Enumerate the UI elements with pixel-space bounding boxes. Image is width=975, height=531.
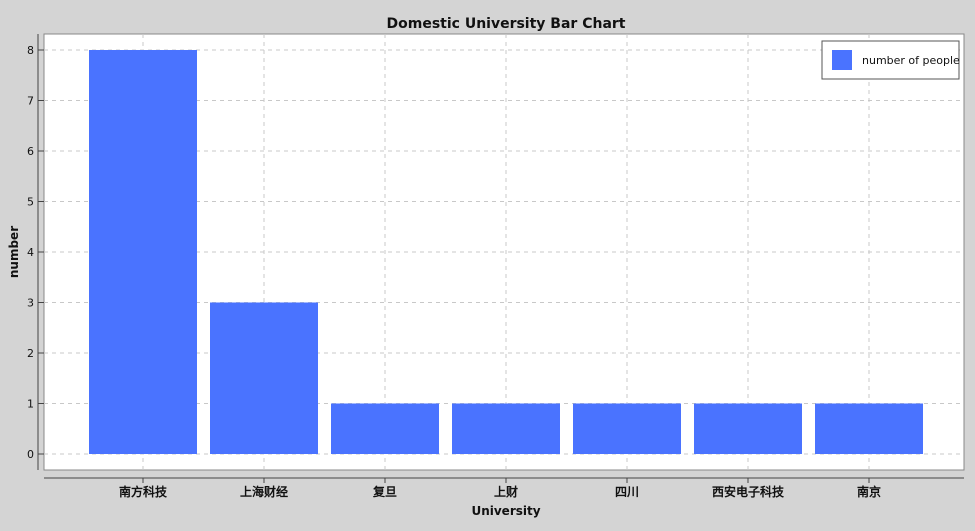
- y-axis-tick-label: 1: [27, 398, 34, 411]
- x-axis-tick-label: 南方科技: [119, 484, 168, 499]
- bar-1: [89, 50, 197, 454]
- y-axis-tick-label: 8: [27, 44, 34, 57]
- legend-swatch: [832, 50, 852, 70]
- bar-7: [815, 403, 923, 454]
- y-axis-tick-label: 6: [27, 145, 34, 158]
- bars-layer: [89, 50, 923, 454]
- y-axis-tick-label: 3: [27, 297, 34, 310]
- bar-5: [573, 403, 681, 454]
- legend: number of people: [821, 40, 960, 80]
- x-axis-tick-label: 西安电子科技: [712, 484, 785, 499]
- grid-layer: [44, 34, 964, 470]
- y-axis-tick-label: 2: [27, 347, 34, 360]
- y-axis-tick-label: 0: [27, 448, 34, 461]
- chart-title: Domestic University Bar Chart: [387, 16, 626, 32]
- x-axis-tick-label: 上财: [494, 484, 518, 499]
- bar-6: [694, 403, 802, 454]
- bar-3: [331, 403, 439, 454]
- axis-layer: 0 1 2 3 4 5 6 7 8 南方科技 上海财经 复旦 上财 四川 西安电子科技 南京: [27, 34, 964, 499]
- y-axis-tick-label: 7: [27, 95, 34, 108]
- bar-2: [210, 302, 318, 454]
- x-axis-tick-label: 上海财经: [240, 484, 288, 499]
- y-axis-tick-label: 5: [27, 196, 34, 209]
- x-axis-label: University: [471, 504, 540, 518]
- legend-label: number of people: [862, 54, 960, 67]
- x-axis-tick-label: 南京: [857, 484, 881, 499]
- y-axis-tick-label: 4: [27, 246, 34, 259]
- bar-4: [452, 403, 560, 454]
- x-axis-tick-label: 复旦: [372, 484, 397, 499]
- y-axis-label: number: [7, 226, 21, 278]
- x-axis-tick-label: 四川: [615, 485, 639, 499]
